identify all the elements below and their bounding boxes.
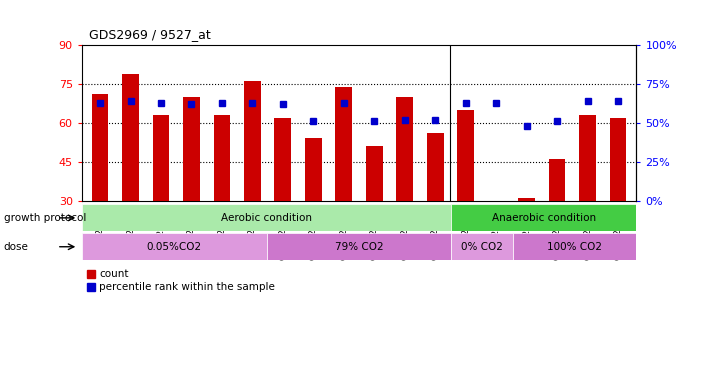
Bar	[336, 87, 352, 201]
Bar	[366, 146, 383, 201]
Bar	[153, 115, 169, 201]
Bar	[267, 233, 451, 260]
Text: 79% CO2: 79% CO2	[335, 242, 383, 252]
Bar	[518, 198, 535, 201]
Bar	[457, 110, 474, 201]
Text: 100% CO2: 100% CO2	[547, 242, 602, 252]
Bar	[513, 233, 636, 260]
Bar	[451, 233, 513, 260]
Bar	[451, 204, 636, 231]
Text: growth protocol: growth protocol	[4, 213, 86, 223]
Text: Anaerobic condition: Anaerobic condition	[492, 213, 596, 223]
Bar	[183, 97, 200, 201]
Text: dose: dose	[4, 242, 28, 252]
Text: 0.05%CO2: 0.05%CO2	[146, 242, 202, 252]
Bar	[610, 118, 626, 201]
Legend: count, percentile rank within the sample: count, percentile rank within the sample	[87, 269, 275, 292]
Text: 0% CO2: 0% CO2	[461, 242, 503, 252]
Text: Aerobic condition: Aerobic condition	[221, 213, 312, 223]
Bar	[305, 138, 321, 201]
Bar	[122, 74, 139, 201]
Bar	[92, 94, 108, 201]
Text: GDS2969 / 9527_at: GDS2969 / 9527_at	[89, 28, 210, 41]
Bar	[396, 97, 413, 201]
Bar	[427, 133, 444, 201]
Bar	[213, 115, 230, 201]
Bar	[82, 204, 451, 231]
Bar	[244, 81, 261, 201]
Bar	[274, 118, 292, 201]
Bar	[549, 159, 565, 201]
Bar	[82, 233, 267, 260]
Bar	[579, 115, 596, 201]
